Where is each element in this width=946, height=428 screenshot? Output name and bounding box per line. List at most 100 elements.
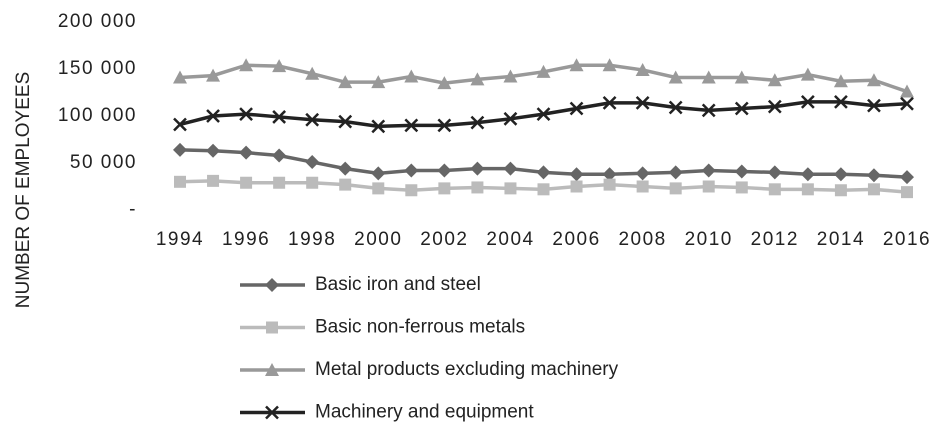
marker [437, 163, 452, 178]
marker [305, 66, 320, 80]
marker [734, 70, 749, 84]
marker [734, 164, 749, 179]
marker [800, 67, 815, 81]
legend-label: Basic non-ferrous metals [315, 317, 525, 338]
marker [701, 70, 716, 84]
x-tick-label: 2000 [354, 229, 402, 250]
marker [537, 183, 550, 196]
marker [240, 176, 253, 189]
x-tick-label: 2010 [685, 229, 733, 250]
marker [901, 186, 913, 199]
marker [635, 166, 650, 181]
marker [239, 145, 254, 160]
marker [206, 68, 221, 82]
marker [569, 58, 584, 72]
marker [404, 163, 419, 178]
marker [602, 95, 617, 110]
marker [767, 73, 782, 87]
marker [404, 69, 419, 83]
marker [338, 114, 353, 129]
x-tick-label: 2002 [420, 229, 468, 250]
marker [306, 176, 319, 189]
marker [800, 167, 815, 182]
x-tick-label: 2004 [486, 229, 534, 250]
marker [437, 118, 452, 133]
marker [767, 165, 782, 180]
marker [536, 165, 551, 180]
x-tick-label: 2006 [552, 229, 600, 250]
marker [668, 165, 683, 180]
marker [206, 109, 220, 123]
marker [734, 101, 749, 116]
marker [239, 58, 254, 72]
marker [272, 59, 287, 73]
marker [636, 180, 649, 193]
marker [371, 166, 386, 181]
marker [702, 180, 715, 193]
marker [602, 167, 617, 182]
marker [801, 183, 814, 196]
y-tick-label: 150 000 [58, 58, 137, 79]
marker [866, 168, 881, 183]
marker [867, 98, 881, 113]
y-axis-label: NUMBER OF EMPLOYEES [13, 72, 34, 309]
marker [635, 95, 650, 110]
marker [768, 183, 781, 196]
marker [800, 95, 815, 109]
marker [405, 184, 418, 197]
marker [173, 142, 187, 157]
marker [668, 70, 683, 84]
legend-marker [265, 278, 279, 292]
marker [272, 110, 287, 124]
marker [569, 167, 584, 182]
marker [173, 70, 187, 84]
marker [701, 103, 716, 118]
marker [338, 75, 353, 89]
marker [371, 119, 386, 134]
marker [239, 107, 253, 122]
marker [900, 84, 914, 98]
legend-label: Metal products excluding machinery [315, 359, 619, 380]
marker [834, 95, 848, 109]
marker [536, 107, 551, 122]
marker [404, 118, 419, 133]
marker [174, 175, 186, 188]
marker [470, 72, 485, 86]
marker [305, 112, 320, 127]
marker [207, 174, 220, 187]
marker [338, 161, 353, 176]
x-tick-label: 1996 [222, 229, 270, 250]
y-tick-label: - [129, 199, 137, 220]
x-tick-label: 1994 [156, 229, 204, 250]
marker [503, 111, 518, 126]
marker [173, 117, 187, 132]
marker [504, 182, 517, 195]
marker [833, 167, 848, 182]
marker [635, 62, 650, 76]
marker [438, 182, 451, 195]
y-tick-label: 100 000 [58, 105, 137, 126]
marker [833, 74, 848, 88]
legend-label: Machinery and equipment [315, 402, 534, 423]
marker [900, 96, 914, 111]
marker [669, 182, 682, 195]
marker [900, 170, 914, 185]
y-tick-label: 200 000 [58, 11, 137, 32]
marker [767, 99, 782, 114]
x-tick-label: 2014 [817, 229, 865, 250]
marker [701, 163, 716, 178]
marker [305, 155, 320, 170]
marker [470, 115, 485, 130]
x-tick-label: 2016 [883, 229, 931, 250]
marker [603, 178, 616, 191]
marker [503, 161, 518, 176]
marker [471, 181, 484, 194]
marker [273, 176, 286, 189]
x-tick-label: 1998 [288, 229, 336, 250]
marker [503, 69, 518, 83]
x-tick-label: 2012 [751, 229, 799, 250]
marker [437, 76, 452, 90]
marker [602, 58, 617, 72]
legend-label: Basic iron and steel [315, 274, 481, 295]
